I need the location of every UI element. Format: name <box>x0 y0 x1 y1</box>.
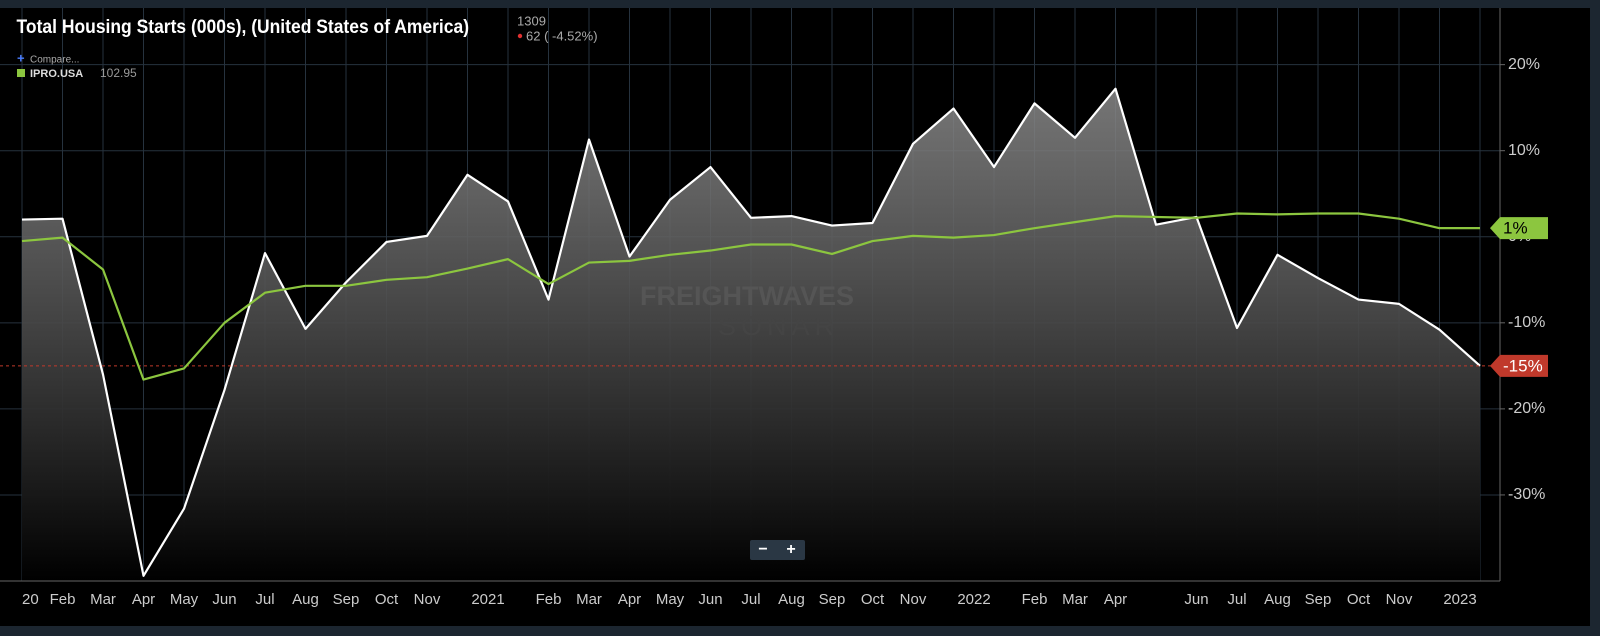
x-tick-label: Apr <box>132 591 155 608</box>
watermark: SONAR <box>718 311 839 341</box>
value-badge <box>1490 354 1548 377</box>
legend-label: IPRO.USA <box>30 68 83 80</box>
x-tick-label: Jul <box>255 591 274 608</box>
x-tick-label: Apr <box>1104 591 1127 608</box>
x-tick-label: Jun <box>212 591 236 608</box>
x-tick-label: Sep <box>819 591 846 608</box>
x-tick-label: Jul <box>1227 591 1246 608</box>
legend-swatch <box>17 69 25 77</box>
x-tick-label: Sep <box>333 591 360 608</box>
change: 62 ( -4.52%) <box>526 28 598 43</box>
value-label: 1% <box>1503 219 1528 238</box>
x-tick-label: Mar <box>576 591 602 608</box>
x-tick-label: Oct <box>375 591 399 608</box>
change-dot <box>517 33 523 39</box>
x-tick-label: 2022 <box>957 591 990 608</box>
x-tick-label: Feb <box>536 591 562 608</box>
x-tick-label: 2023 <box>1443 591 1476 608</box>
marks <box>0 87 1500 581</box>
x-tick-label: Feb <box>50 591 76 608</box>
x-tick-label: May <box>656 591 685 608</box>
value-label: -15% <box>1503 356 1543 375</box>
y-tick-label: -10% <box>1508 314 1545 331</box>
compare-plus[interactable]: + <box>17 50 25 65</box>
x-tick-label: Oct <box>861 591 885 608</box>
x-tick-label: Nov <box>414 591 441 608</box>
compare[interactable]: Compare... <box>30 55 79 66</box>
x-tick-label: Aug <box>292 591 319 608</box>
zoom-controls <box>750 540 805 560</box>
line <box>21 87 1481 577</box>
x-tick-label: 20 <box>22 591 39 608</box>
legend-value: 102.95 <box>100 66 137 80</box>
x-tick-label: Apr <box>618 591 641 608</box>
zoom-out[interactable]: − <box>758 541 767 558</box>
x-tick-label: Jun <box>1184 591 1208 608</box>
watermark: FREIGHTWAVES <box>640 281 854 311</box>
x-tick-label: Mar <box>90 591 116 608</box>
y-tick-label: 20% <box>1508 56 1540 73</box>
x-tick-label: 2021 <box>471 591 504 608</box>
x-tick-label: Aug <box>778 591 805 608</box>
chart-title: Total Housing Starts (000s), (United Sta… <box>17 15 469 37</box>
y-tick-label: -20% <box>1508 400 1545 417</box>
x-tick-label: Jun <box>698 591 722 608</box>
y-tick-label: 10% <box>1508 142 1540 159</box>
x-tick-label: Mar <box>1062 591 1088 608</box>
y-tick-label: -30% <box>1508 486 1545 503</box>
last-value: 1309 <box>517 13 546 28</box>
x-tick-label: Oct <box>1347 591 1371 608</box>
x-tick-label: Nov <box>900 591 927 608</box>
area <box>22 88 1480 581</box>
x-tick-label: Nov <box>1386 591 1413 608</box>
x-tick-label: Feb <box>1022 591 1048 608</box>
x-tick-label: May <box>170 591 199 608</box>
zoom-in[interactable]: + <box>786 541 795 558</box>
value-badge <box>1490 217 1548 240</box>
line <box>21 212 1480 381</box>
x-tick-label: Aug <box>1264 591 1291 608</box>
x-tick-label: Sep <box>1305 591 1332 608</box>
x-tick-label: Jul <box>741 591 760 608</box>
